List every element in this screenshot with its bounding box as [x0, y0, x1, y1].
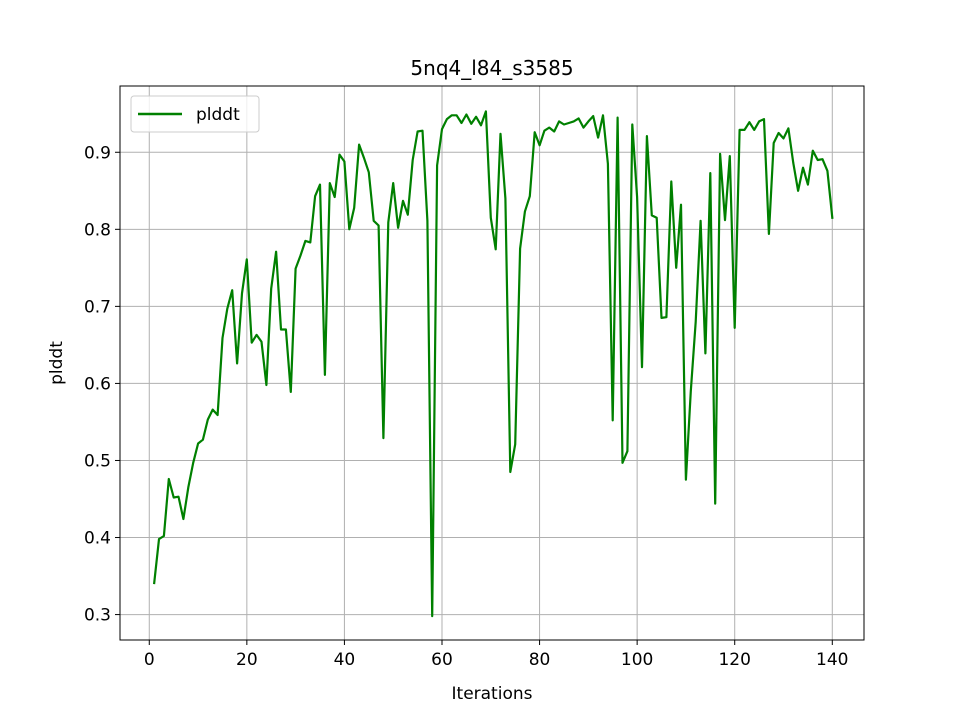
axis-ticks: 0 20 40 60 80 100 120 140 0.3 0.4 0.5 0.6 0.7 0.8 0.9: [84, 143, 849, 670]
series-line-plddt: [152, 110, 834, 618]
y-tick-label: 0.6: [84, 374, 111, 394]
y-tick-label: 0.4: [84, 529, 111, 549]
x-tick-label: 80: [529, 650, 551, 670]
y-axis-label: plddt: [47, 341, 67, 385]
x-tick-label: 100: [621, 650, 653, 670]
legend-box: [130, 95, 260, 133]
x-axis-label: Iterations: [452, 684, 533, 704]
x-tick-label: 0: [144, 650, 155, 670]
plot-frame: [119, 85, 865, 641]
x-tick-label: 140: [816, 650, 848, 670]
y-tick-label: 0.7: [84, 297, 111, 317]
x-tick-label: 60: [431, 650, 453, 670]
series-lines: [152, 110, 834, 618]
legend: plddt: [130, 95, 260, 133]
legend-label-plddt: plddt: [196, 105, 240, 125]
y-tick-label: 0.9: [84, 143, 111, 163]
x-tick-label: 40: [334, 650, 356, 670]
x-tick-label: 20: [236, 650, 258, 670]
plot-area: [120, 86, 864, 640]
y-tick-label: 0.8: [84, 220, 111, 240]
y-tick-label: 0.3: [84, 606, 111, 626]
y-tick-label: 0.5: [84, 451, 111, 471]
x-tick-label: 120: [718, 650, 750, 670]
chart-title: 5nq4_l84_s3585: [410, 56, 573, 80]
